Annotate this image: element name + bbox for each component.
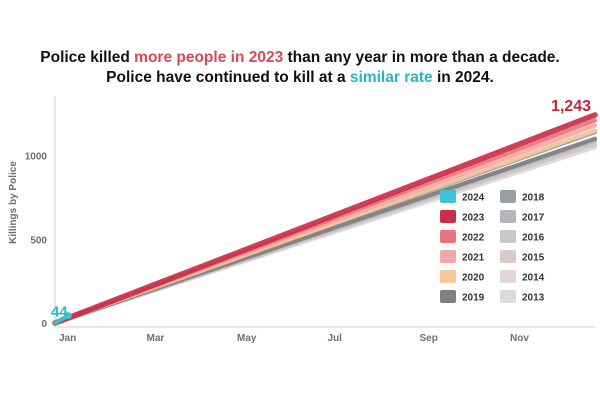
legend-swatch-2021 (440, 250, 456, 263)
legend-label-2014: 2014 (522, 273, 545, 284)
legend-item-2019: 2019 (440, 290, 485, 304)
legend-swatch-2014 (500, 270, 516, 283)
legend-swatch-2024 (440, 190, 456, 203)
title-highlight-similar-rate: similar rate (349, 69, 433, 86)
legend-item-2015: 2015 (500, 250, 545, 264)
legend-label-2022: 2022 (462, 233, 485, 244)
y-axis-label: Killings by Police (8, 161, 19, 244)
legend: 2024 2023 2022 2021 2020 2019 2018 2017 2016 2015… (440, 190, 545, 304)
legend-label-2020: 2020 (462, 273, 485, 284)
title-highlight-2023: more people in 2023 (134, 49, 284, 66)
legend-label-2017: 2017 (522, 213, 545, 224)
title-line-2: Police have continued to kill at a simil… (0, 68, 600, 88)
x-tick-label: Sep (419, 333, 437, 344)
legend-item-2018: 2018 (500, 190, 545, 204)
legend-label-2023: 2023 (462, 213, 485, 224)
legend-swatch-2017 (500, 210, 516, 223)
legend-item-2022: 2022 (440, 230, 485, 244)
annotation-2023-total: 1,243 (551, 98, 591, 115)
legend-swatch-2019 (440, 290, 456, 303)
title-text: Police killed (40, 49, 135, 66)
chart-title: Police killed more people in 2023 than a… (0, 48, 600, 88)
title-line-1: Police killed more people in 2023 than a… (0, 48, 600, 68)
legend-label-2013: 2013 (522, 293, 545, 304)
legend-swatch-2018 (500, 190, 516, 203)
legend-label-2019: 2019 (462, 293, 485, 304)
title-text: Police have continued to kill at a (106, 69, 350, 86)
legend-item-2017: 2017 (500, 210, 545, 224)
legend-swatch-2015 (500, 250, 516, 263)
series-end-dot-2024 (64, 312, 72, 320)
legend-item-2023: 2023 (440, 210, 485, 224)
legend-label-2015: 2015 (522, 253, 545, 264)
x-tick-label: Jan (59, 333, 76, 344)
legend-label-2021: 2021 (462, 253, 485, 264)
series-lines (52, 112, 598, 326)
x-tick-label: May (237, 333, 257, 344)
legend-swatch-2020 (440, 270, 456, 283)
y-tick-label: 0 (41, 319, 47, 330)
legend-item-2014: 2014 (500, 270, 545, 284)
legend-label-2024: 2024 (462, 193, 485, 204)
x-tick-label: Jul (328, 333, 343, 344)
y-tick-label: 1000 (25, 152, 48, 163)
legend-item-2024: 2024 (440, 190, 485, 204)
legend-swatch-2022 (440, 230, 456, 243)
legend-label-2016: 2016 (522, 233, 545, 244)
legend-item-2016: 2016 (500, 230, 545, 244)
x-tick-label: Mar (147, 333, 165, 344)
annotation-2024-total: 44 (51, 304, 68, 321)
legend-item-2013: 2013 (500, 290, 545, 304)
legend-swatch-2023 (440, 210, 456, 223)
series-line-2023 (52, 112, 598, 326)
x-tick-label: Nov (510, 333, 529, 344)
annotations: 1,243 44 (51, 98, 591, 321)
y-tick-label: 500 (30, 235, 47, 246)
legend-swatch-2016 (500, 230, 516, 243)
legend-item-2021: 2021 (440, 250, 485, 264)
axes: 0 500 1000 Jan Mar May Jul Sep Nov Killings by Po… (8, 96, 595, 344)
title-text: in 2024. (432, 69, 494, 86)
legend-swatch-2013 (500, 290, 516, 303)
legend-item-2020: 2020 (440, 270, 485, 284)
title-text: than any year in more than a decade. (283, 49, 560, 66)
legend-label-2018: 2018 (522, 193, 545, 204)
